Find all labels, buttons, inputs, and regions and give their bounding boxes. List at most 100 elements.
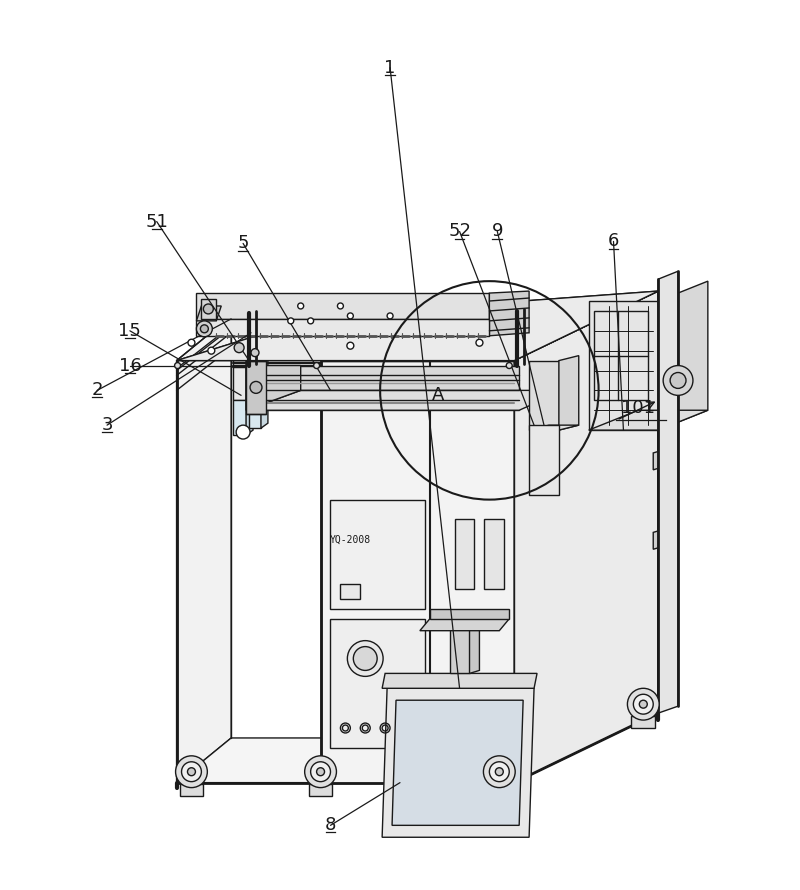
Polygon shape — [490, 291, 529, 336]
Text: 101: 101 — [622, 400, 655, 417]
Circle shape — [251, 349, 259, 357]
Circle shape — [310, 762, 330, 781]
Polygon shape — [309, 783, 333, 796]
Polygon shape — [202, 299, 216, 319]
Polygon shape — [589, 301, 658, 430]
Polygon shape — [246, 395, 253, 435]
Polygon shape — [470, 626, 479, 674]
Text: YQ-2008: YQ-2008 — [330, 534, 371, 545]
Polygon shape — [487, 783, 511, 796]
Polygon shape — [514, 291, 658, 782]
Circle shape — [236, 425, 250, 439]
Circle shape — [627, 688, 659, 720]
Circle shape — [476, 339, 483, 346]
Polygon shape — [631, 716, 655, 728]
Polygon shape — [197, 293, 490, 319]
Polygon shape — [454, 520, 474, 589]
Circle shape — [354, 647, 377, 670]
Circle shape — [506, 774, 512, 781]
Polygon shape — [382, 688, 534, 837]
Polygon shape — [330, 619, 425, 748]
Circle shape — [188, 339, 195, 346]
Circle shape — [200, 325, 208, 333]
Polygon shape — [177, 316, 231, 782]
Polygon shape — [261, 393, 268, 428]
Polygon shape — [654, 530, 663, 549]
Text: 15: 15 — [118, 322, 142, 340]
Polygon shape — [559, 356, 578, 430]
Polygon shape — [249, 399, 261, 428]
Circle shape — [288, 318, 294, 324]
Circle shape — [314, 362, 319, 368]
Circle shape — [298, 303, 304, 309]
Polygon shape — [529, 360, 559, 430]
Text: 5: 5 — [238, 234, 249, 253]
Polygon shape — [177, 291, 658, 360]
Circle shape — [347, 313, 354, 319]
Text: 8: 8 — [325, 816, 336, 834]
Circle shape — [305, 756, 337, 788]
Polygon shape — [249, 360, 261, 399]
Circle shape — [495, 768, 503, 776]
Polygon shape — [658, 271, 678, 713]
Circle shape — [347, 343, 354, 349]
Circle shape — [308, 318, 314, 324]
Circle shape — [317, 768, 325, 776]
Circle shape — [197, 321, 212, 336]
Polygon shape — [246, 366, 519, 410]
Circle shape — [175, 756, 207, 788]
Polygon shape — [382, 674, 537, 688]
Polygon shape — [179, 783, 203, 796]
Circle shape — [506, 362, 512, 368]
Polygon shape — [321, 360, 514, 782]
Polygon shape — [197, 319, 519, 336]
Polygon shape — [654, 450, 663, 470]
Circle shape — [338, 303, 343, 309]
Polygon shape — [420, 619, 510, 631]
Circle shape — [634, 694, 654, 714]
Polygon shape — [233, 356, 246, 400]
Polygon shape — [197, 306, 222, 321]
Polygon shape — [341, 584, 360, 599]
Circle shape — [250, 382, 262, 393]
Polygon shape — [658, 281, 708, 430]
Text: 3: 3 — [102, 417, 113, 434]
Polygon shape — [249, 356, 268, 360]
Polygon shape — [450, 628, 470, 674]
Circle shape — [347, 641, 383, 676]
Circle shape — [203, 304, 214, 314]
Circle shape — [670, 373, 686, 388]
Polygon shape — [529, 425, 578, 430]
Polygon shape — [485, 520, 504, 589]
Circle shape — [314, 774, 319, 781]
Circle shape — [174, 362, 181, 368]
Text: 51: 51 — [146, 213, 168, 231]
Circle shape — [387, 313, 393, 319]
Text: 2: 2 — [91, 382, 103, 400]
Polygon shape — [430, 609, 510, 619]
Polygon shape — [246, 360, 266, 414]
Polygon shape — [246, 366, 301, 410]
Polygon shape — [233, 351, 253, 356]
Circle shape — [490, 762, 510, 781]
Polygon shape — [392, 700, 523, 825]
Text: 16: 16 — [118, 357, 142, 375]
Polygon shape — [246, 391, 564, 410]
Polygon shape — [261, 356, 268, 399]
Text: A: A — [431, 386, 444, 404]
Circle shape — [178, 774, 185, 781]
Polygon shape — [589, 410, 708, 430]
Polygon shape — [177, 738, 375, 782]
Circle shape — [663, 366, 693, 395]
Circle shape — [483, 756, 515, 788]
Text: 6: 6 — [608, 232, 619, 250]
Polygon shape — [246, 351, 253, 400]
Text: 9: 9 — [491, 222, 503, 240]
Circle shape — [208, 347, 214, 354]
Polygon shape — [197, 319, 490, 336]
Polygon shape — [330, 499, 425, 609]
Circle shape — [187, 768, 195, 776]
Polygon shape — [529, 425, 559, 495]
Circle shape — [639, 700, 647, 708]
Text: 1: 1 — [384, 59, 396, 77]
